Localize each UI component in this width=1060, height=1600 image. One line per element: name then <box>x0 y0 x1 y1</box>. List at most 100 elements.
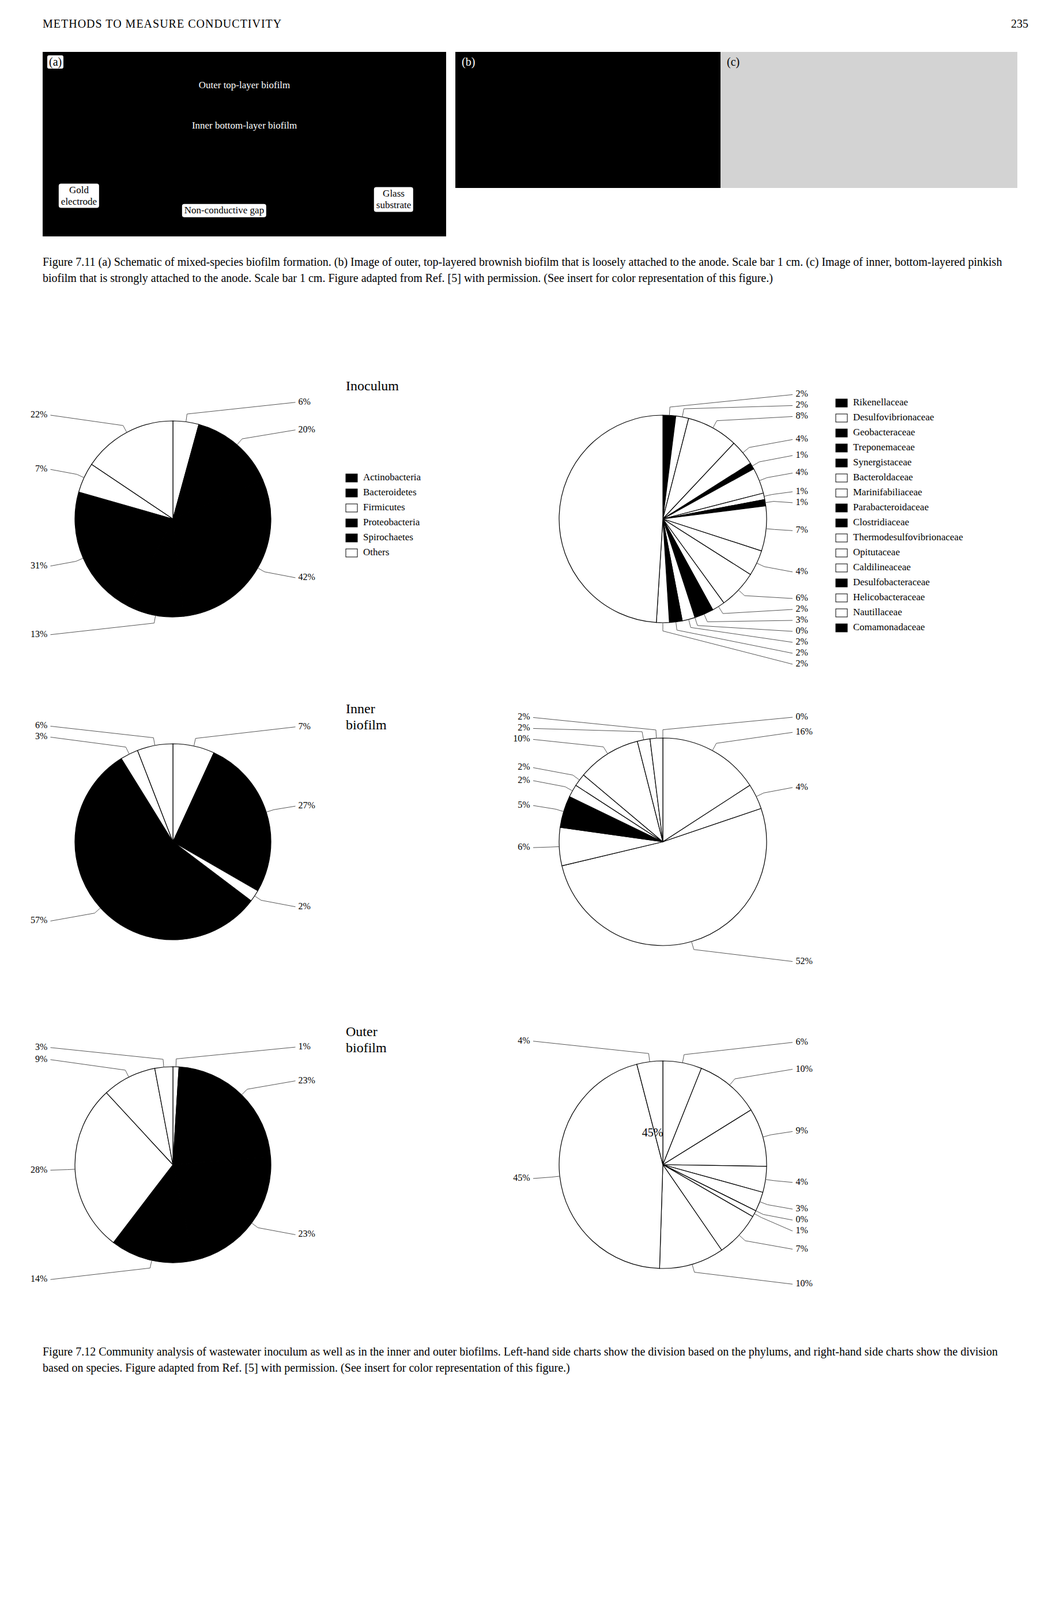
leader-line <box>688 619 793 643</box>
pie-slice <box>662 1164 767 1192</box>
data-label: 10% <box>795 1277 813 1288</box>
legend-swatch <box>345 473 358 482</box>
legend-entry: Caldilineaceae <box>853 561 911 573</box>
pie-slice <box>662 1164 763 1211</box>
data-label: 2% <box>795 636 808 647</box>
legend-swatch <box>835 533 848 542</box>
page-header-right: 235 <box>1011 17 1029 31</box>
image-panel: (a)Outer top-layer biofilmInner bottom-l… <box>42 51 447 237</box>
leader-line <box>50 1047 165 1067</box>
panel-label: (b) <box>459 55 477 69</box>
data-label: 2% <box>795 388 808 399</box>
panel-text: Outer top-layer biofilm <box>196 78 293 92</box>
leader-line <box>729 1069 793 1086</box>
panel-label: (c) <box>725 55 742 69</box>
leader-line <box>186 402 296 422</box>
leader-line <box>533 805 564 811</box>
pie-slice <box>78 464 173 519</box>
legend-entry: Others <box>363 546 390 558</box>
pie-slice <box>172 752 271 891</box>
pie-slice <box>172 479 271 617</box>
data-label: 16% <box>795 726 813 737</box>
data-label: 2% <box>517 711 530 722</box>
data-label: 6% <box>517 841 530 852</box>
data-label: 7% <box>298 720 311 731</box>
data-label: 6% <box>35 719 48 730</box>
leader-line <box>533 846 560 848</box>
pie-slice <box>662 518 751 603</box>
data-label: 2% <box>517 722 530 733</box>
leader-line <box>738 1234 793 1249</box>
leader-line <box>662 622 793 665</box>
pie-slice <box>662 1068 752 1165</box>
leader-line <box>764 491 793 497</box>
leader-line <box>193 726 296 746</box>
data-label: 4% <box>795 566 808 576</box>
leader-line <box>691 941 793 962</box>
pie-slice <box>74 757 252 940</box>
leader-line <box>762 1130 793 1137</box>
pie-slice <box>662 1060 702 1165</box>
data-label: 0% <box>795 625 808 636</box>
pie-slice <box>106 1068 173 1165</box>
pie-slice <box>662 1109 767 1167</box>
pie-slice <box>569 785 663 842</box>
leader-line <box>50 907 101 922</box>
pie-slice <box>113 1164 195 1263</box>
leader-line <box>50 415 127 433</box>
data-label: 1% <box>795 449 808 460</box>
leader-line <box>712 732 793 751</box>
pie-slice <box>559 827 663 866</box>
data-label: 2% <box>298 900 311 911</box>
panel-text: Non-conductive gap <box>182 204 267 217</box>
pie-slice <box>662 499 767 519</box>
legend-swatch <box>835 428 848 437</box>
data-label: 14% <box>30 1273 48 1284</box>
leader-line <box>682 405 793 417</box>
legend-entry: Firmicutes <box>363 501 406 513</box>
figure-caption: Figure 7.11 (a) Schematic of mixed-speci… <box>42 253 1017 286</box>
pie-chart: 6%10%9%4%3%0%1%7%10%4%45%45% <box>512 1034 813 1288</box>
legend-swatch <box>345 488 358 497</box>
pie-slice <box>637 738 663 842</box>
annotation: 45% <box>642 1125 664 1139</box>
pie-slice <box>662 415 689 519</box>
leader-line <box>676 621 793 654</box>
pie-slice <box>659 1164 722 1269</box>
leader-line <box>533 738 608 754</box>
pie-slice <box>662 737 663 842</box>
legend-entry: Helicobacteraceae <box>853 591 926 603</box>
legend-entry: Treponemaceae <box>853 441 915 453</box>
image-panel: (c) <box>720 51 1018 188</box>
leader-line <box>752 455 793 466</box>
pie-slice <box>74 1092 173 1243</box>
data-label: 4% <box>517 1034 530 1045</box>
pie-slice <box>656 518 670 623</box>
data-label: 2% <box>795 399 808 410</box>
pie-slice <box>583 741 663 842</box>
figure-caption: Figure 7.12 Community analysis of wastew… <box>42 1343 1017 1376</box>
pie-slice <box>559 1064 663 1269</box>
pie-chart: 6%20%42%22%7%31%13%InoculumActinobacteri… <box>30 378 421 639</box>
data-label: 4% <box>795 466 808 477</box>
pie-slice <box>662 468 764 519</box>
leader-line <box>50 1059 130 1077</box>
data-label: 4% <box>795 1175 808 1186</box>
pie-slice <box>91 420 173 519</box>
pie-slice <box>662 1164 756 1217</box>
panel-text: Glass substrate <box>374 187 414 213</box>
legend-swatch <box>835 593 848 602</box>
data-label: 28% <box>30 1163 48 1174</box>
legend-entry: Actinobacteria <box>363 471 422 483</box>
legend-swatch <box>835 563 848 572</box>
data-label: 6% <box>298 395 311 406</box>
leader-line <box>765 501 793 503</box>
legend-entry: Proteobacteria <box>363 516 421 528</box>
data-label: 6% <box>795 592 808 603</box>
legend-swatch <box>835 623 848 632</box>
leader-line <box>755 1210 793 1220</box>
leader-line <box>50 736 130 754</box>
data-label: 7% <box>795 1242 808 1253</box>
legend-swatch <box>835 398 848 407</box>
leader-line <box>533 717 657 738</box>
